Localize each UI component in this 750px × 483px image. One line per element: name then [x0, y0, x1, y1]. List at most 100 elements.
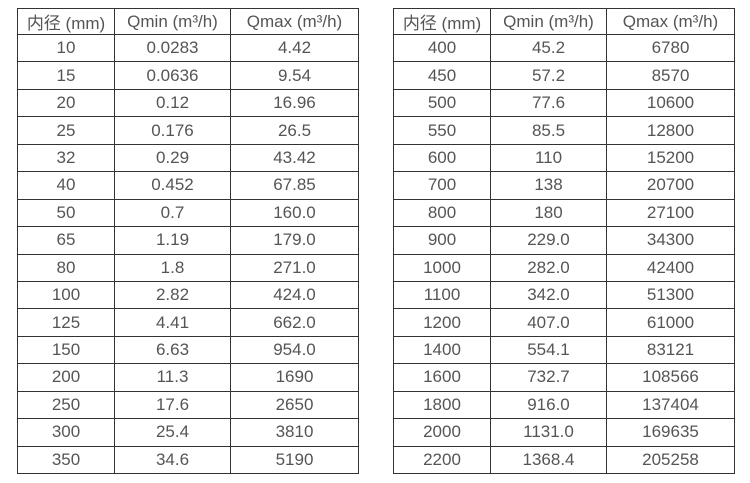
- table-cell: 271.0: [230, 253, 359, 282]
- table-row: 900 229.0 34300: [393, 226, 735, 255]
- table-cell: 1800: [393, 390, 491, 420]
- table-row: 250 17.6 2650: [17, 390, 359, 420]
- table-cell: 20700: [606, 171, 735, 200]
- column-header: Qmin (m³/h): [114, 8, 231, 35]
- table-cell: 205258: [606, 445, 735, 475]
- table-cell: 17.6: [114, 390, 231, 420]
- table-cell: 200: [17, 363, 115, 392]
- table-cell: 700: [393, 171, 491, 200]
- table-row: 1600 732.7 108566: [393, 363, 735, 392]
- table-cell: 20: [17, 88, 115, 118]
- column-header: Qmax (m³/h): [230, 8, 359, 35]
- table-cell: 0.0283: [114, 33, 231, 63]
- table-row: 100 2.82 424.0: [17, 280, 359, 310]
- table-cell: 42400: [606, 253, 735, 282]
- table-cell: 51300: [606, 280, 735, 310]
- table-cell: 61000: [606, 308, 735, 337]
- table-cell: 2650: [230, 390, 359, 420]
- table-row: 80 1.8 271.0: [17, 253, 359, 282]
- table-cell: 169635: [606, 418, 735, 447]
- table-row: 1100 342.0 51300: [393, 280, 735, 310]
- table-cell: 80: [17, 253, 115, 282]
- table-cell: 12800: [606, 116, 735, 145]
- table-row: 32 0.29 43.42: [17, 143, 359, 173]
- table-cell: 10600: [606, 88, 735, 118]
- table-cell: 916.0: [490, 390, 607, 420]
- table-cell: 5190: [230, 445, 359, 475]
- table-cell: 83121: [606, 335, 735, 365]
- table-cell: 2.82: [114, 280, 231, 310]
- table-cell: 9.54: [230, 61, 359, 90]
- table-row: 1200 407.0 61000: [393, 308, 735, 337]
- table-cell: 554.1: [490, 335, 607, 365]
- table-cell: 50: [17, 198, 115, 228]
- table-cell: 16.96: [230, 88, 359, 118]
- table-cell: 32: [17, 143, 115, 173]
- header-row: 内径 (mm) Qmin (m³/h) Qmax (m³/h): [17, 8, 359, 35]
- header-row: 内径 (mm) Qmin (m³/h) Qmax (m³/h): [393, 8, 735, 35]
- table-row: 550 85.5 12800: [393, 116, 735, 145]
- table-cell: 25.4: [114, 418, 231, 447]
- table-cell: 138: [490, 171, 607, 200]
- table-cell: 10: [17, 33, 115, 63]
- column-header: Qmax (m³/h): [606, 8, 735, 35]
- table-cell: 108566: [606, 363, 735, 392]
- table-cell: 11.3: [114, 363, 231, 392]
- column-header: Qmin (m³/h): [490, 8, 607, 35]
- table-row: 350 34.6 5190: [17, 445, 359, 475]
- table-row: 1400 554.1 83121: [393, 335, 735, 365]
- table-row: 150 6.63 954.0: [17, 335, 359, 365]
- table-cell: 1400: [393, 335, 491, 365]
- flow-spec-table-large-diameters: 内径 (mm) Qmin (m³/h) Qmax (m³/h) 400 45.2 678…: [393, 8, 735, 475]
- table-cell: 300: [17, 418, 115, 447]
- table-cell: 34.6: [114, 445, 231, 475]
- table-cell: 137404: [606, 390, 735, 420]
- table-cell: 15: [17, 61, 115, 90]
- table-cell: 4.41: [114, 308, 231, 337]
- table-cell: 424.0: [230, 280, 359, 310]
- table-row: 50 0.7 160.0: [17, 198, 359, 228]
- table-row: 20 0.12 16.96: [17, 88, 359, 118]
- table-cell: 282.0: [490, 253, 607, 282]
- table-cell: 110: [490, 143, 607, 173]
- table-cell: 0.29: [114, 143, 231, 173]
- table-cell: 1000: [393, 253, 491, 282]
- table-cell: 400: [393, 33, 491, 63]
- table-cell: 34300: [606, 226, 735, 255]
- table-cell: 0.176: [114, 116, 231, 145]
- table-cell: 500: [393, 88, 491, 118]
- table-cell: 40: [17, 171, 115, 200]
- table-cell: 954.0: [230, 335, 359, 365]
- table-row: 450 57.2 8570: [393, 61, 735, 90]
- table-cell: 67.85: [230, 171, 359, 200]
- table-row: 500 77.6 10600: [393, 88, 735, 118]
- table-cell: 125: [17, 308, 115, 337]
- table-cell: 0.0636: [114, 61, 231, 90]
- table-cell: 732.7: [490, 363, 607, 392]
- table-cell: 662.0: [230, 308, 359, 337]
- table-cell: 342.0: [490, 280, 607, 310]
- table-row: 1000 282.0 42400: [393, 253, 735, 282]
- table-cell: 77.6: [490, 88, 607, 118]
- table-cell: 407.0: [490, 308, 607, 337]
- table-cell: 179.0: [230, 226, 359, 255]
- table-row: 25 0.176 26.5: [17, 116, 359, 145]
- table-row: 125 4.41 662.0: [17, 308, 359, 337]
- table-cell: 6.63: [114, 335, 231, 365]
- table-cell: 150: [17, 335, 115, 365]
- table-cell: 6780: [606, 33, 735, 63]
- table-cell: 85.5: [490, 116, 607, 145]
- table-row: 700 138 20700: [393, 171, 735, 200]
- table-row: 10 0.0283 4.42: [17, 33, 359, 63]
- table-cell: 27100: [606, 198, 735, 228]
- table-row: 40 0.452 67.85: [17, 171, 359, 200]
- column-header: 内径 (mm): [393, 8, 491, 35]
- table-cell: 450: [393, 61, 491, 90]
- table-cell: 100: [17, 280, 115, 310]
- table-cell: 1200: [393, 308, 491, 337]
- table-cell: 2200: [393, 445, 491, 475]
- table-row: 1800 916.0 137404: [393, 390, 735, 420]
- table-cell: 250: [17, 390, 115, 420]
- table-cell: 57.2: [490, 61, 607, 90]
